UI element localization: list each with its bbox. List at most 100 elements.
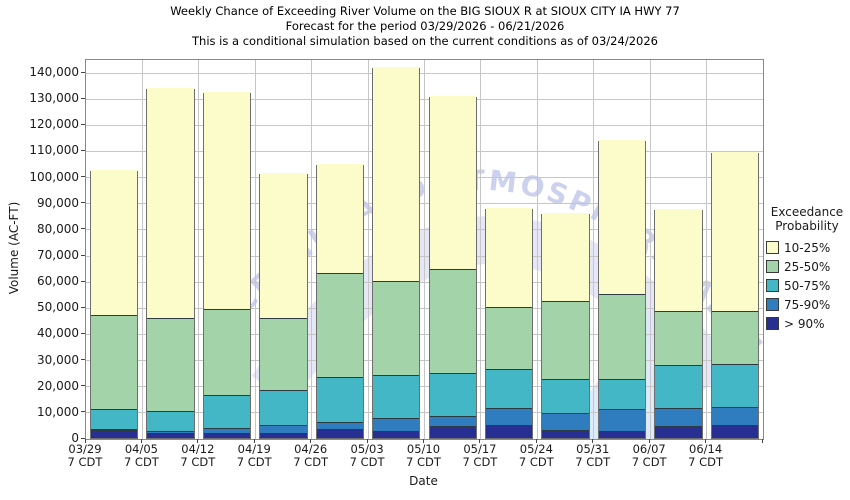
chart-subtitle-conditions: This is a conditional simulation based o… xyxy=(192,34,658,48)
x-axis-tick xyxy=(535,439,537,443)
bar-segment-> 90% xyxy=(373,431,420,438)
x-tick-time: 7 CDT xyxy=(631,455,667,469)
chart-title-block: Weekly Chance of Exceeding River Volume … xyxy=(0,4,850,49)
bar-segment-> 90% xyxy=(711,424,758,438)
x-tick-time: 7 CDT xyxy=(67,455,103,469)
bar-segment-75-90% xyxy=(91,428,138,431)
legend-title-line1: Exceedance xyxy=(770,205,844,219)
x-tick-date: 05/03 xyxy=(350,442,384,456)
y-tick-label: 100,000 xyxy=(29,169,79,184)
legend-entry: 75-90% xyxy=(764,295,850,314)
x-tick-label: 05/24 7 CDT xyxy=(506,443,566,469)
y-tick-label: 10,000 xyxy=(37,404,79,419)
legend-label: 25-50% xyxy=(784,259,831,274)
x-tick-date: 05/24 xyxy=(519,442,553,456)
bar-segment-25-50% xyxy=(91,315,138,410)
x-tick-time: 7 CDT xyxy=(349,455,385,469)
y-axis-tick xyxy=(81,228,85,230)
bar-segment-50-75% xyxy=(373,375,420,419)
bar-segment-10-25% xyxy=(429,95,476,270)
y-axis-tick xyxy=(81,359,85,361)
gridline-vertical xyxy=(254,60,256,439)
legend-label: 50-75% xyxy=(784,278,831,293)
legend-entry: 10-25% xyxy=(764,238,850,257)
y-axis-tick xyxy=(81,254,85,256)
legend-swatch xyxy=(766,241,779,254)
bar-segment-75-90% xyxy=(542,413,589,431)
bar-04/19 xyxy=(259,172,308,439)
bar-segment-75-90% xyxy=(485,407,533,425)
y-tick-label: 90,000 xyxy=(37,195,79,210)
x-tick-time: 7 CDT xyxy=(236,455,272,469)
x-axis-tick xyxy=(648,439,650,443)
bar-segment-25-50% xyxy=(260,317,307,390)
bar-segment-10-25% xyxy=(373,66,420,282)
y-axis-tick xyxy=(81,385,85,387)
y-tick-label: 140,000 xyxy=(29,65,79,80)
x-tick-time: 7 CDT xyxy=(406,455,441,469)
bar-segment-> 90% xyxy=(655,426,702,438)
bar-segment-50-75% xyxy=(316,376,364,423)
x-tick-date: 03/29 xyxy=(68,442,102,456)
y-tick-label: 40,000 xyxy=(37,326,79,341)
legend-swatch xyxy=(766,298,779,311)
x-tick-label: 04/05 7 CDT xyxy=(111,443,171,469)
x-tick-time: 7 CDT xyxy=(293,455,329,469)
x-tick-date: 05/10 xyxy=(406,442,441,456)
y-tick-label: 130,000 xyxy=(29,91,79,106)
x-axis-tick xyxy=(592,439,594,443)
x-tick-date: 06/07 xyxy=(632,442,666,456)
bar-04/26 xyxy=(315,163,365,439)
bar-segment-50-75% xyxy=(429,372,476,416)
legend-swatch xyxy=(766,317,779,330)
bar-06/07 xyxy=(654,209,703,439)
bar-05/10 xyxy=(428,95,477,439)
x-axis-tick xyxy=(761,439,763,443)
legend-entry: 50-75% xyxy=(764,276,850,295)
legend-title-line2: Probability xyxy=(775,219,839,233)
bar-04/12 xyxy=(202,91,252,439)
bar-segment-75-90% xyxy=(260,424,307,433)
bar-segment-25-50% xyxy=(655,311,702,365)
bar-segment-50-75% xyxy=(203,394,251,428)
bar-segment-10-25% xyxy=(316,163,364,274)
gridline-vertical xyxy=(536,60,538,439)
y-tick-label: 60,000 xyxy=(37,274,79,289)
y-tick-label: 30,000 xyxy=(37,352,79,367)
bar-segment-25-50% xyxy=(598,294,646,380)
y-axis-tick xyxy=(81,149,85,151)
bar-segment-10-25% xyxy=(542,213,589,301)
legend-entry: > 90% xyxy=(764,314,850,333)
x-tick-label: 05/10 7 CDT xyxy=(394,443,454,469)
gridline-vertical xyxy=(141,60,143,439)
bar-segment-75-90% xyxy=(429,415,476,427)
y-tick-label: 120,000 xyxy=(29,117,79,132)
bar-segment-25-50% xyxy=(485,307,533,369)
x-axis-tick xyxy=(253,439,255,443)
bar-segment-50-75% xyxy=(711,363,758,407)
x-tick-time: 7 CDT xyxy=(123,455,159,469)
bar-segment-50-75% xyxy=(655,364,702,408)
bar-segment-25-50% xyxy=(542,300,589,380)
x-tick-time: 7 CDT xyxy=(518,455,554,469)
legend-entry: 25-50% xyxy=(764,257,850,276)
x-axis-tick xyxy=(197,439,199,443)
chart-title: Weekly Chance of Exceeding River Volume … xyxy=(170,4,680,18)
gridline-vertical xyxy=(593,60,595,439)
gridline-vertical xyxy=(367,60,369,439)
x-axis-tick xyxy=(84,439,86,443)
bar-segment-75-90% xyxy=(373,418,420,432)
bar-segment-25-50% xyxy=(203,308,251,395)
gridline-vertical xyxy=(480,60,482,439)
bar-segment-25-50% xyxy=(429,269,476,373)
plot-area: OCEANIC AND ATMOSPHERIC ADMINISTRA xyxy=(85,59,764,440)
bar-segment-10-25% xyxy=(260,172,307,318)
y-tick-label: 70,000 xyxy=(37,248,79,263)
legend-swatch xyxy=(766,279,779,292)
bar-04/05 xyxy=(146,87,195,439)
y-tick-label: 80,000 xyxy=(37,221,79,236)
bar-segment-75-90% xyxy=(655,407,702,427)
bar-segment-> 90% xyxy=(91,430,138,438)
bar-segment-> 90% xyxy=(316,428,364,438)
x-tick-date: 04/12 xyxy=(181,442,215,456)
